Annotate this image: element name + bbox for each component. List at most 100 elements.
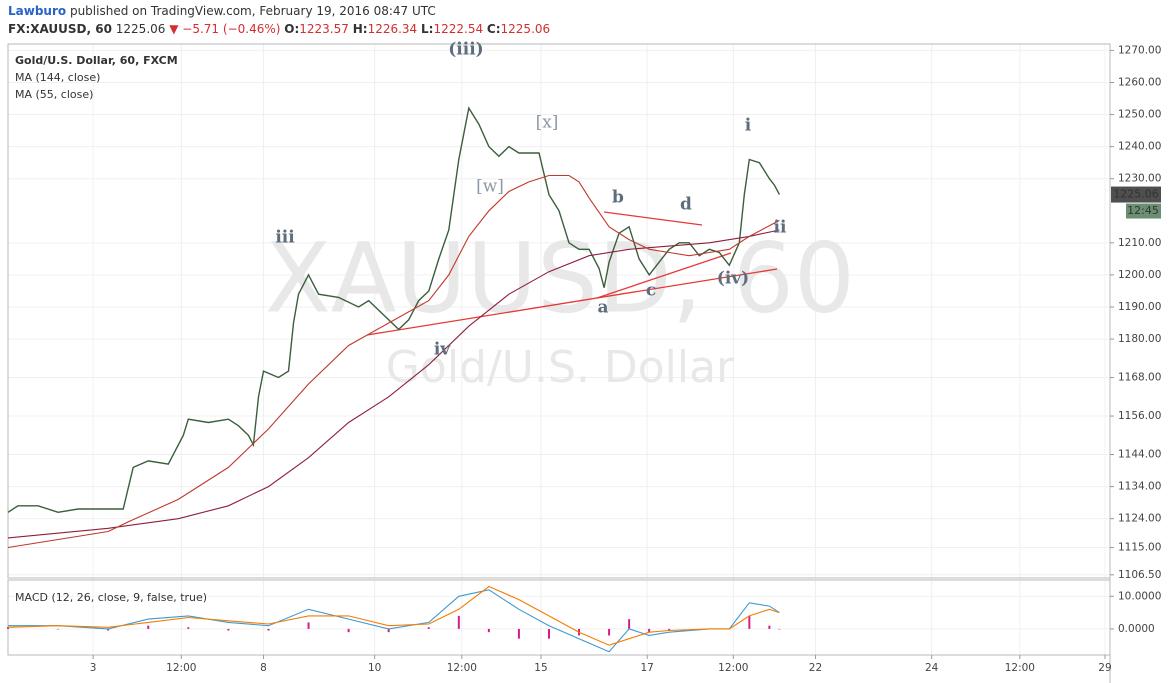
histogram-bar bbox=[347, 628, 350, 633]
x-tick-label: 24 bbox=[925, 662, 939, 674]
histogram-bar bbox=[768, 625, 771, 629]
y-tick-label: 1156.00 bbox=[1118, 410, 1161, 422]
wave-label: (iv) bbox=[717, 269, 749, 289]
grid bbox=[8, 44, 1110, 655]
wave-label: b bbox=[612, 188, 624, 208]
y-tick-label: 1270.00 bbox=[1118, 44, 1161, 56]
histogram-bar bbox=[107, 628, 110, 631]
histogram-bar bbox=[628, 619, 631, 629]
y-tick-label: 1106.50 bbox=[1118, 569, 1161, 581]
ohlc-label: O: bbox=[284, 22, 299, 36]
histogram-bar bbox=[7, 627, 9, 629]
x-tick-label: 17 bbox=[640, 662, 653, 674]
histogram-bar bbox=[457, 615, 460, 629]
indicator-line bbox=[7, 229, 780, 539]
y-tick-label: 1200.00 bbox=[1118, 269, 1161, 281]
y-tick-label: 1134.00 bbox=[1118, 481, 1161, 493]
trend-line bbox=[603, 211, 703, 226]
price-line bbox=[7, 106, 781, 514]
histogram-bar bbox=[307, 622, 310, 629]
wave-label: ii bbox=[774, 218, 787, 238]
y-tick-label: 1144.00 bbox=[1118, 449, 1161, 461]
x-tick-label: 22 bbox=[809, 662, 822, 674]
histogram-bar bbox=[668, 628, 671, 631]
ohlc-label: C: bbox=[487, 22, 501, 36]
price-badge bbox=[1111, 186, 1161, 203]
histogram-bar bbox=[748, 615, 751, 629]
histogram-bar bbox=[387, 628, 390, 633]
countdown-badge bbox=[1126, 203, 1161, 219]
y-tick-label: 1180.00 bbox=[1118, 333, 1161, 345]
x-tick-label: 15 bbox=[534, 662, 547, 674]
histogram-bar bbox=[187, 627, 190, 629]
publish-info: Lawburo published on TradingView.com, Fe… bbox=[8, 4, 436, 18]
y-tick-label: 1260.00 bbox=[1118, 76, 1161, 88]
quote-line: FX:XAUUSD, 60 1225.06 ▼ −5.71 (−0.46%) O… bbox=[8, 22, 550, 36]
x-tick-label: 8 bbox=[260, 662, 267, 674]
y-tick-label: 0.0000 bbox=[1118, 623, 1155, 635]
ohlc-label: H: bbox=[353, 22, 368, 36]
ohlc-value: 1225.06 bbox=[501, 22, 551, 36]
histogram-bar bbox=[517, 628, 520, 639]
pane-borders bbox=[7, 43, 1111, 683]
macd-title: MACD (12, 26, close, 9, false, true) bbox=[15, 591, 207, 604]
x-tick-label: 10 bbox=[368, 662, 381, 674]
histogram-bar bbox=[487, 628, 490, 633]
trend-lines bbox=[366, 211, 778, 336]
watermark: XAUUSD, 60 bbox=[265, 222, 855, 334]
wave-label: [x] bbox=[536, 113, 559, 133]
wave-label: c bbox=[646, 281, 656, 301]
change: −5.71 (−0.46%) bbox=[182, 22, 280, 36]
symbol: FX:XAUUSD, 60 bbox=[8, 22, 112, 36]
x-tick-label: 3 bbox=[90, 662, 97, 674]
histogram-bar bbox=[608, 628, 611, 636]
y-tick-label: 1250.00 bbox=[1118, 109, 1161, 121]
wave-label: a bbox=[597, 298, 608, 318]
wave-label: iv bbox=[434, 340, 451, 360]
y-tick-label: 1115.00 bbox=[1118, 542, 1161, 554]
wave-label: iii bbox=[275, 228, 295, 248]
histogram-bar bbox=[427, 627, 430, 629]
x-tick-label: 29 bbox=[1098, 662, 1111, 674]
author[interactable]: Lawburo bbox=[8, 4, 66, 18]
y-tick-label: 10.0000 bbox=[1118, 590, 1161, 602]
y-tick-label: 1124.00 bbox=[1118, 513, 1161, 525]
ohlc-label: L: bbox=[421, 22, 433, 36]
arrow: ▼ bbox=[169, 22, 179, 36]
y-tick-label: 1190.00 bbox=[1118, 301, 1161, 313]
x-tick-label: 12:00 bbox=[1005, 662, 1035, 674]
histogram-bar bbox=[547, 628, 550, 639]
x-tick-label: 12:00 bbox=[166, 662, 196, 674]
wave-label: (iii) bbox=[448, 40, 483, 60]
y-tick-label: 1168.00 bbox=[1118, 372, 1161, 384]
price-badge-label: 1225.06 bbox=[1113, 188, 1159, 201]
countdown-label: 12:45 bbox=[1127, 204, 1159, 217]
wave-label: [w] bbox=[476, 177, 504, 197]
indicator-line bbox=[7, 174, 780, 549]
y-tick-label: 1240.00 bbox=[1118, 141, 1161, 153]
legend-entry: MA (55, close) bbox=[15, 88, 93, 101]
legend-entry: MA (144, close) bbox=[15, 71, 100, 84]
y-tick-label: 1210.00 bbox=[1118, 237, 1161, 249]
histogram-bar bbox=[147, 625, 150, 629]
ohlc-value: 1223.57 bbox=[299, 22, 349, 36]
y-tick-label: 1230.00 bbox=[1118, 173, 1161, 185]
ohlc-value: 1226.34 bbox=[368, 22, 418, 36]
histogram-bar bbox=[778, 628, 781, 630]
publish-text: published on TradingView.com, February 1… bbox=[70, 4, 436, 18]
histogram-bar bbox=[227, 628, 230, 631]
ohlc-value: 1222.54 bbox=[433, 22, 483, 36]
x-tick-label: 12:00 bbox=[718, 662, 748, 674]
wave-label: d bbox=[680, 195, 692, 215]
wave-label: i bbox=[745, 116, 752, 136]
histogram-bar bbox=[57, 628, 60, 630]
trend-line bbox=[596, 252, 732, 299]
last: 1225.06 bbox=[116, 22, 166, 36]
histogram-bar bbox=[648, 628, 651, 633]
trend-line bbox=[366, 268, 778, 336]
indicator-line bbox=[7, 585, 780, 646]
x-tick-label: 12:00 bbox=[447, 662, 477, 674]
legend-entry: Gold/U.S. Dollar, 60, FXCM bbox=[15, 54, 178, 67]
